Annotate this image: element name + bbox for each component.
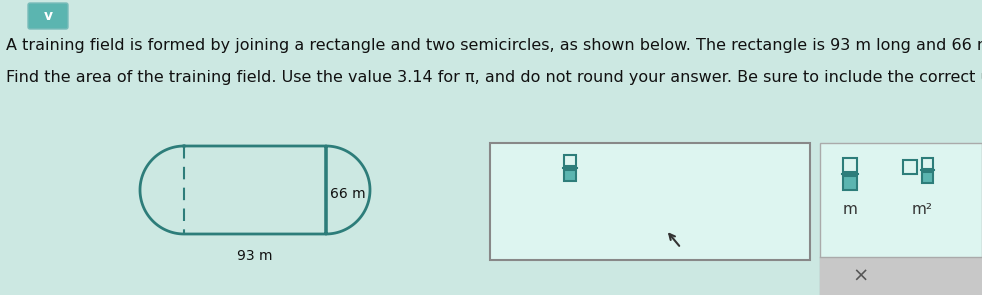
Bar [820, 143, 982, 295]
Text: Find the area of the training field. Use the value 3.14 for π, and do not round : Find the area of the training field. Use… [6, 70, 982, 85]
Bar [820, 257, 982, 295]
Text: A training field is formed by joining a rectangle and two semicircles, as shown : A training field is formed by joining a … [6, 38, 982, 53]
Text: 66 m: 66 m [330, 187, 365, 201]
Text: m: m [843, 202, 857, 217]
Bar [490, 143, 810, 260]
Text: 93 m: 93 m [238, 249, 273, 263]
Text: ×: × [852, 266, 869, 286]
Bar [564, 155, 576, 166]
Bar [843, 158, 857, 172]
FancyBboxPatch shape [28, 3, 68, 29]
Bar [564, 170, 576, 181]
Bar [903, 160, 917, 174]
Bar [922, 172, 933, 183]
Bar [843, 176, 857, 190]
Bar [922, 158, 933, 169]
Text: v: v [43, 9, 52, 23]
Text: m²: m² [912, 202, 933, 217]
